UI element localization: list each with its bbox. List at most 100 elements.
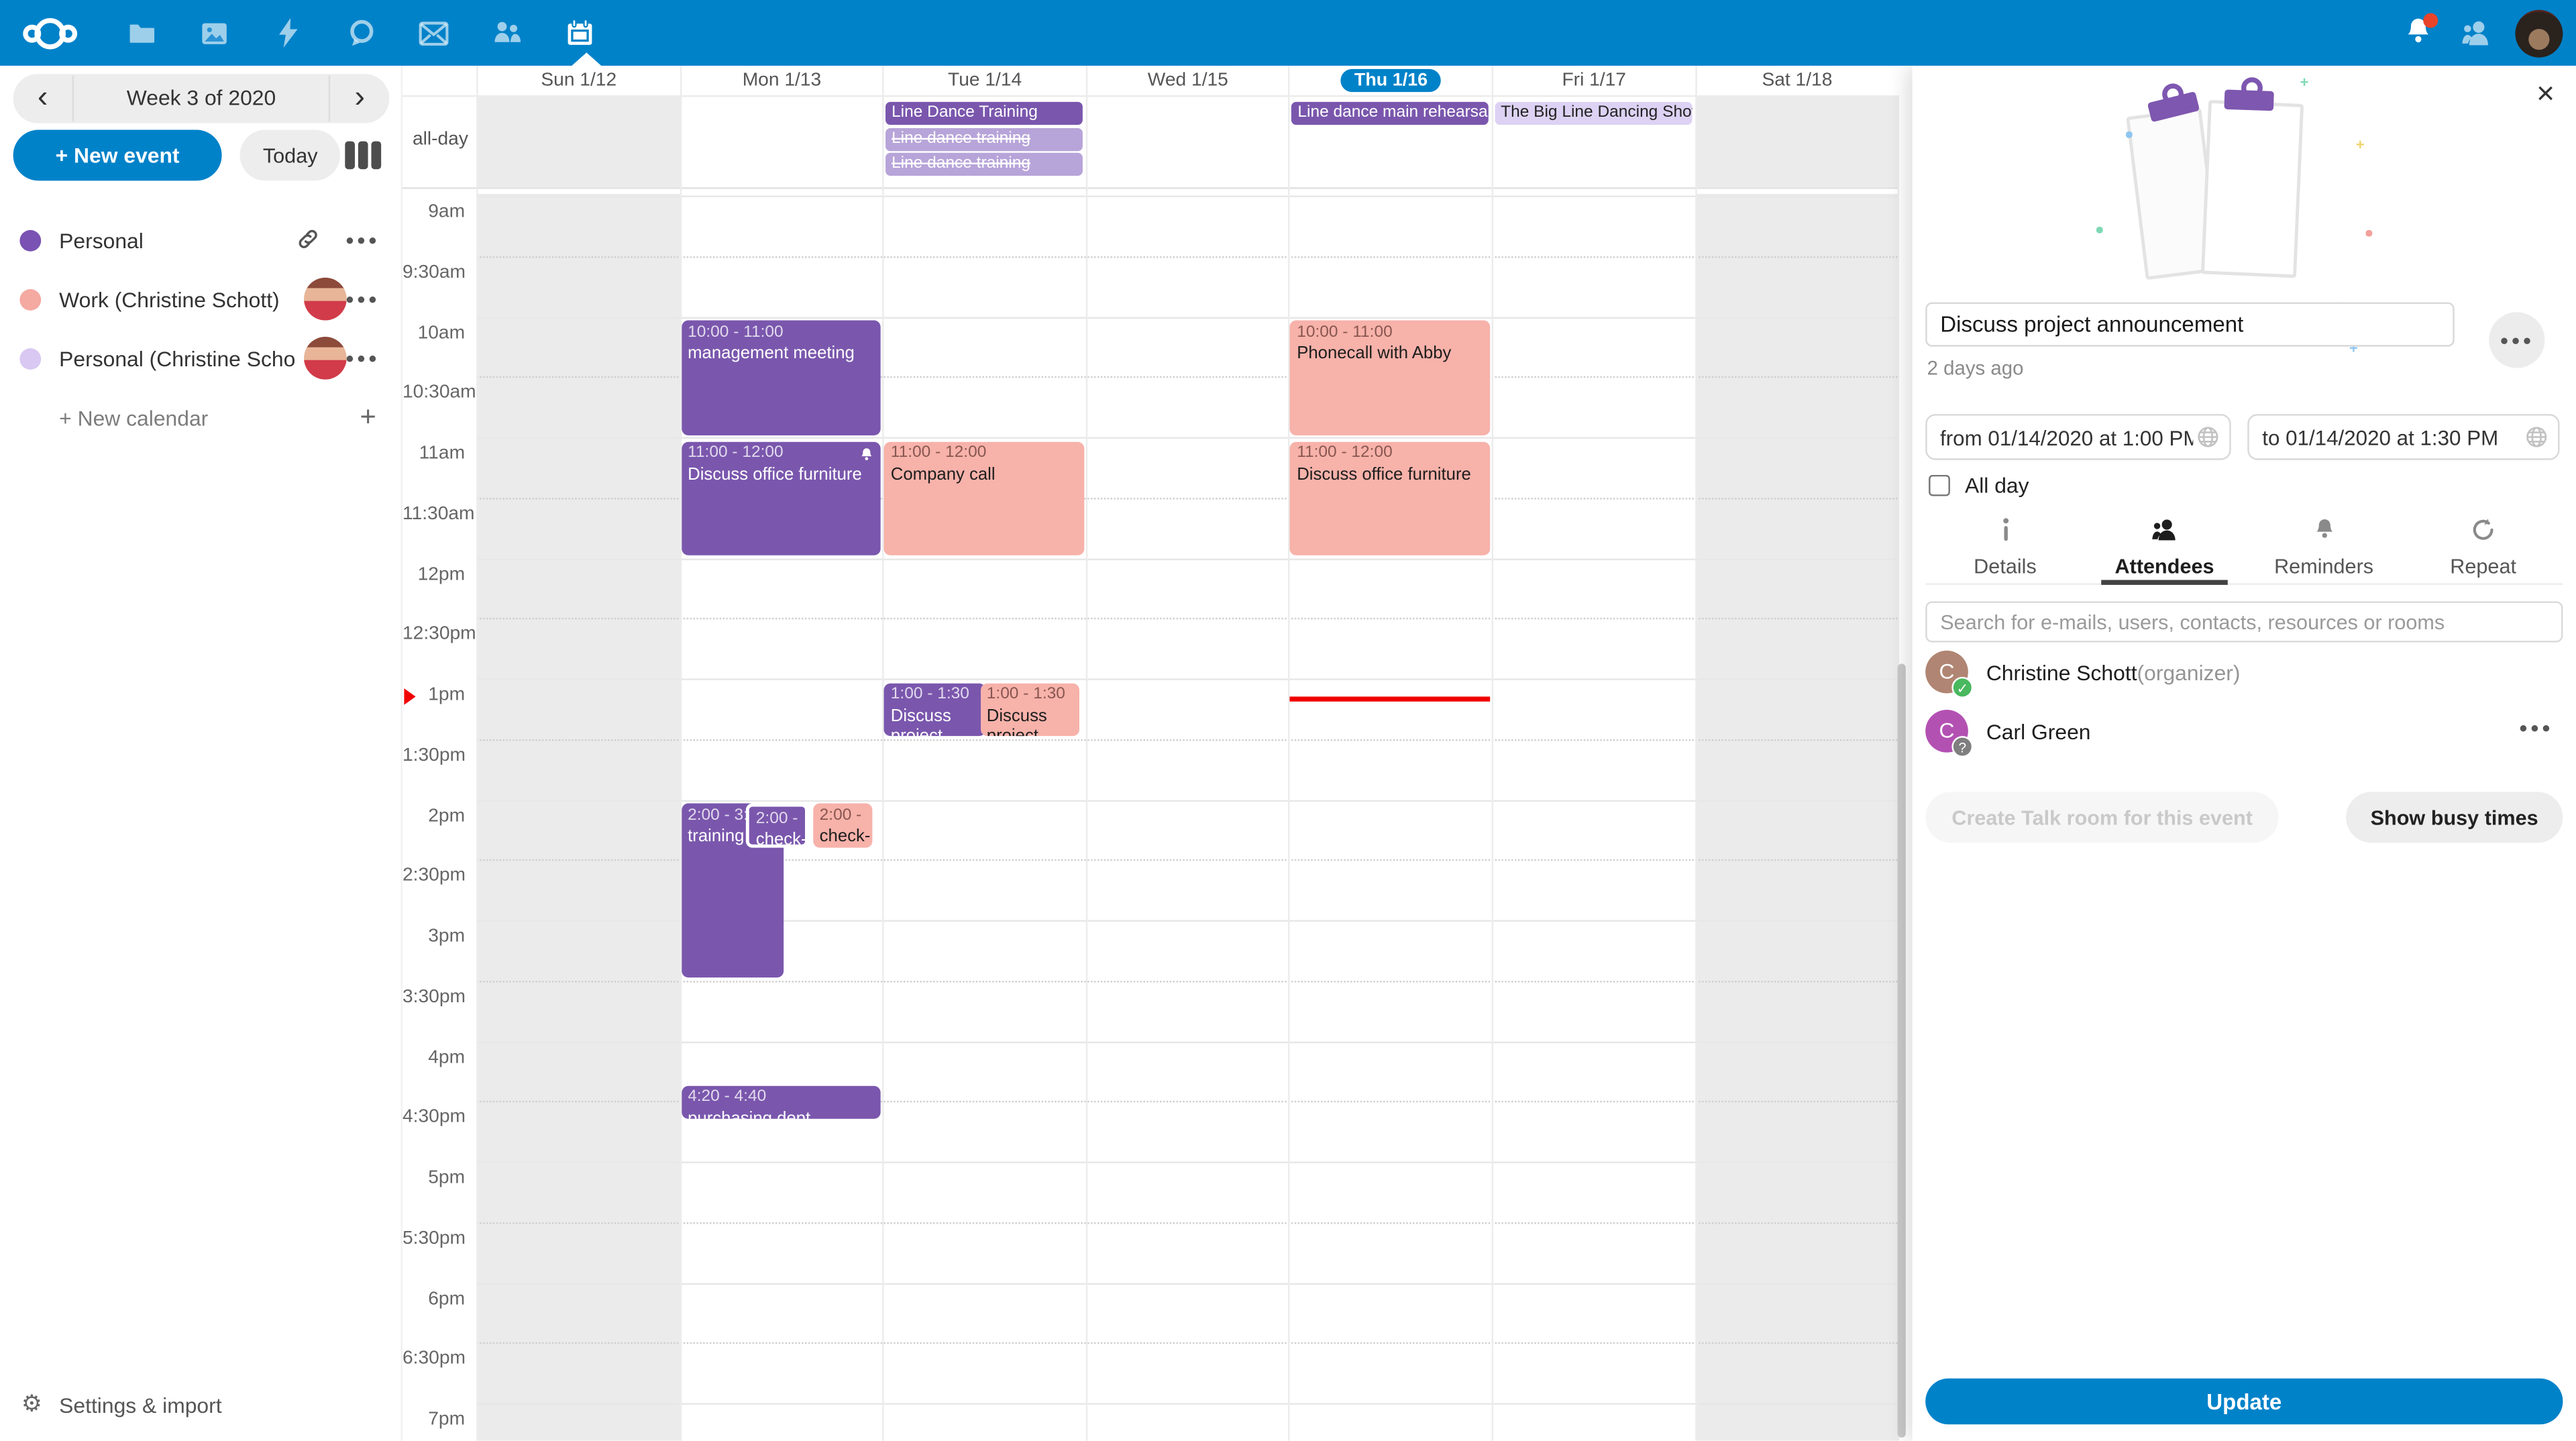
- calendar-actions-menu-icon[interactable]: ●●●: [345, 290, 380, 307]
- all-day-event[interactable]: Line dance training: [885, 127, 1083, 151]
- day-header-label: Mon 1/13: [742, 70, 822, 91]
- previous-week-button[interactable]: ‹: [37, 81, 48, 115]
- share-link-icon[interactable]: [297, 228, 319, 258]
- column-divider: [1288, 95, 1291, 1441]
- active-app-indicator: [572, 52, 602, 66]
- calendar-event[interactable]: 2:00 - 2:25check-in: [812, 803, 873, 847]
- calendar-list-item[interactable]: Personal (Christine Scho… ●●●: [0, 329, 401, 388]
- repeat-icon-tab[interactable]: Repeat: [2404, 513, 2563, 583]
- time-label: 12pm: [417, 564, 466, 584]
- talk-icon[interactable]: [325, 0, 398, 66]
- calendar-event[interactable]: 11:00 - 12:00 Discuss office furniture: [681, 441, 881, 555]
- calendar-event[interactable]: 2:00 - 3:30 training: [681, 803, 784, 978]
- event-title-label: purchasing dept: [688, 1108, 811, 1119]
- weekend-shading: [1695, 97, 1898, 188]
- close-icon[interactable]: ×: [2536, 77, 2555, 112]
- left-sidebar: ‹ Week 3 of 2020 › + New event Today Per…: [0, 65, 403, 1441]
- activity-icon[interactable]: [252, 0, 325, 66]
- mail-icon[interactable]: [398, 0, 471, 66]
- column-divider: [1085, 95, 1087, 1441]
- event-title-label: management meeting: [688, 343, 855, 364]
- attendee-actions-menu-icon[interactable]: ●●●: [2518, 719, 2553, 737]
- create-talk-room-button[interactable]: Create Talk room for this event: [1925, 792, 2279, 843]
- all-day-row: all-day Line Dance Training Line dance tr…: [402, 95, 1898, 189]
- calendar-list-item[interactable]: Personal ●●●: [0, 210, 401, 269]
- timezone-globe-icon[interactable]: [2525, 425, 2548, 457]
- calendar-owner-avatar: [304, 337, 347, 380]
- tab-attendees[interactable]: Attendees: [2085, 513, 2245, 585]
- calendar-icon[interactable]: [544, 0, 617, 66]
- calendar-event[interactable]: 11:00 - 12:00 Discuss office furniture: [1290, 441, 1491, 555]
- calendar-owner-avatar: [304, 277, 347, 321]
- day-header: Sat 1/18: [1695, 65, 1898, 96]
- event-actions-menu-icon[interactable]: ●●●: [2489, 312, 2545, 368]
- notifications-bell-icon[interactable]: [2404, 13, 2438, 49]
- timezone-globe-icon[interactable]: [2196, 425, 2219, 457]
- all-day-label: all-day: [412, 129, 468, 150]
- grid-time-line: [476, 557, 1897, 559]
- attendee-row[interactable]: C? Carl Green ●●●: [1925, 703, 2563, 762]
- grid-time-line: [476, 618, 1897, 620]
- calendar-event[interactable]: 11:00 - 12:00 Company call: [884, 441, 1084, 555]
- time-label: 1pm: [428, 685, 466, 705]
- calendar-list-item[interactable]: Work (Christine Schott) ●●●: [0, 270, 401, 329]
- attendee-name: Christine Schott(organizer): [1986, 660, 2241, 686]
- files-icon[interactable]: [105, 0, 178, 66]
- new-calendar-button[interactable]: + New calendar +: [0, 394, 401, 443]
- calendar-color-dot: [19, 288, 42, 310]
- attendee-row[interactable]: C ✓ Christine Schott(organizer): [1925, 644, 2563, 703]
- calendar-actions-menu-icon[interactable]: ●●●: [345, 350, 380, 367]
- day-header: Wed 1/15: [1085, 65, 1289, 96]
- reminder-bell-icon: [859, 446, 874, 467]
- user-avatar[interactable]: [2515, 9, 2563, 57]
- top-bar: [0, 0, 2576, 66]
- grid-time-line: [476, 980, 1897, 982]
- grid-time-line: [476, 739, 1897, 741]
- contacts-menu-icon[interactable]: [2459, 18, 2492, 48]
- grid-time-line: [476, 376, 1897, 378]
- contacts-icon[interactable]: [471, 0, 544, 66]
- start-datetime-input[interactable]: [1940, 415, 2194, 459]
- column-divider: [679, 95, 682, 1441]
- tab-reminders[interactable]: Reminders: [2244, 513, 2404, 583]
- calendar-event[interactable]: 1:00 - 1:30 Discuss project: [979, 682, 1080, 737]
- day-header: Sun 1/12: [476, 65, 680, 96]
- settings-import-button[interactable]: ⚙ Settings & import: [0, 1385, 401, 1428]
- view-switcher-icon[interactable]: [345, 141, 380, 170]
- all-day-event[interactable]: Line Dance Training: [885, 101, 1083, 125]
- next-week-button[interactable]: ›: [354, 81, 366, 115]
- today-button[interactable]: Today: [239, 129, 341, 181]
- grid-time-line: [476, 437, 1897, 439]
- time-label: 11:30am: [402, 504, 475, 524]
- week-label[interactable]: Week 3 of 2020: [72, 75, 331, 122]
- all-day-event[interactable]: Line dance training: [885, 152, 1083, 176]
- day-header-label: Sun 1/12: [541, 70, 617, 91]
- all-day-checkbox-input[interactable]: [1929, 474, 1950, 496]
- grid-scrollbar[interactable]: [1897, 663, 1906, 1438]
- calendar-event[interactable]: 10:00 - 11:00 management meeting: [681, 320, 881, 435]
- attendee-name: Carl Green: [1986, 719, 2091, 745]
- show-busy-times-button[interactable]: Show busy times: [2345, 792, 2563, 843]
- event-title-input[interactable]: [1925, 302, 2455, 347]
- end-datetime-input[interactable]: [2262, 415, 2522, 459]
- day-header-label: Wed 1/15: [1147, 70, 1228, 91]
- calendar-event[interactable]: 10:00 - 11:00 Phonecall with Abby: [1290, 320, 1491, 435]
- calendar-event[interactable]: 2:00 - 2:25check-in: [746, 803, 809, 847]
- event-title-label: check-in: [755, 829, 807, 847]
- calendar-actions-menu-icon[interactable]: ●●●: [345, 231, 380, 248]
- all-day-event[interactable]: Line dance main rehearsal: [1291, 101, 1489, 125]
- nextcloud-logo[interactable]: [23, 15, 78, 51]
- calendar-event[interactable]: 4:20 - 4:40 purchasing dept: [681, 1085, 881, 1119]
- all-day-checkbox-label: All day: [1964, 473, 2029, 498]
- all-day-event[interactable]: The Big Line Dancing Show: [1494, 101, 1693, 125]
- tab-details[interactable]: Details: [1925, 513, 2085, 583]
- photos-icon[interactable]: [178, 0, 252, 66]
- event-title-label: Discuss office furniture: [1297, 464, 1471, 484]
- all-day-checkbox[interactable]: All day: [1929, 473, 2029, 498]
- update-button[interactable]: Update: [1925, 1378, 2563, 1425]
- grid-time-line: [476, 497, 1897, 499]
- new-event-button[interactable]: + New event: [13, 129, 222, 181]
- attendee-search-input[interactable]: [1925, 601, 2563, 643]
- grid-time-line: [476, 1040, 1897, 1043]
